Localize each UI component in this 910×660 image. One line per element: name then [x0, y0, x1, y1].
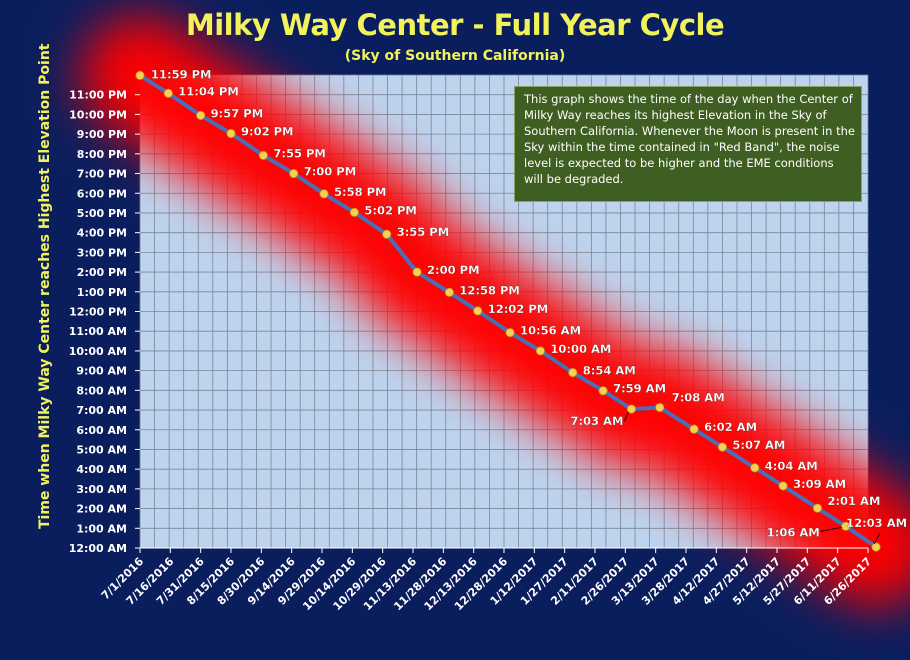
y-tick-label: 3:00 PM: [77, 246, 127, 259]
data-label: 2:01 AM: [827, 494, 880, 508]
data-label: 7:55 PM: [273, 146, 325, 160]
data-label: 3:09 AM: [793, 477, 846, 491]
data-point: [412, 267, 422, 277]
label-leader-line: [873, 532, 881, 545]
data-label: 4:04 AM: [765, 459, 818, 473]
data-label: 7:08 AM: [672, 390, 725, 404]
y-tick-label: 12:00 AM: [69, 542, 127, 555]
note-box: This graph shows the time of the day whe…: [514, 86, 862, 202]
y-tick-label: 10:00 PM: [69, 108, 127, 121]
data-point: [717, 442, 728, 452]
data-point: [689, 424, 699, 434]
data-point: [871, 542, 881, 552]
data-label: 5:58 PM: [334, 185, 386, 199]
y-tick-label: 6:00 PM: [77, 187, 127, 200]
chart-subtitle: (Sky of Southern California): [344, 48, 566, 64]
data-point: [473, 306, 483, 316]
data-point: [258, 150, 268, 161]
y-tick-label: 11:00 AM: [69, 325, 127, 338]
y-axis-label: Time when Milky Way Center reaches Highe…: [37, 43, 53, 529]
data-point: [289, 168, 299, 179]
data-point: [568, 367, 578, 378]
y-tick-label: 7:00 PM: [77, 168, 127, 181]
y-tick-label: 4:00 PM: [77, 227, 127, 240]
y-tick-label: 11:00 PM: [69, 89, 127, 102]
data-label: 6:02 AM: [704, 420, 757, 434]
data-point: [226, 128, 236, 139]
y-tick-label: 8:00 AM: [76, 384, 127, 397]
data-point: [841, 521, 851, 531]
data-point: [382, 229, 392, 239]
data-point: [535, 346, 546, 356]
data-label: 11:04 PM: [178, 84, 238, 98]
data-label: 10:56 AM: [520, 324, 581, 338]
data-label: 7:00 PM: [304, 165, 356, 179]
y-tick-label: 3:00 AM: [76, 483, 127, 496]
data-point: [655, 402, 665, 413]
data-point: [505, 327, 515, 338]
y-tick-label: 9:00 PM: [77, 128, 127, 141]
data-point: [163, 88, 173, 98]
y-tick-label: 10:00 AM: [69, 345, 127, 358]
data-label: 1:06 AM: [767, 525, 820, 539]
chart-title: Milky Way Center - Full Year Cycle: [185, 8, 725, 42]
data-label: 12:03 AM: [846, 516, 907, 530]
data-label: 5:07 AM: [732, 438, 785, 452]
data-label: 12:58 PM: [459, 283, 519, 297]
data-label: 7:59 AM: [613, 382, 666, 396]
label-leader-line: [820, 526, 842, 532]
y-tick-label: 9:00 AM: [76, 365, 127, 378]
y-tick-label: 5:00 PM: [77, 207, 127, 220]
data-label: 5:02 PM: [364, 203, 416, 217]
data-label: 8:54 AM: [583, 364, 636, 378]
data-point: [135, 70, 145, 80]
data-point: [196, 110, 206, 121]
y-tick-label: 8:00 PM: [77, 148, 127, 161]
data-label: 9:57 PM: [211, 106, 263, 120]
data-label: 10:00 AM: [550, 342, 611, 356]
data-point: [750, 463, 760, 473]
y-tick-label: 2:00 PM: [77, 266, 127, 279]
y-tick-label: 7:00 AM: [76, 404, 127, 417]
y-tick-label: 1:00 AM: [76, 522, 127, 535]
data-label: 9:02 PM: [241, 125, 293, 139]
y-tick-label: 1:00 PM: [77, 286, 127, 299]
y-tick-label: 4:00 AM: [76, 463, 127, 476]
data-label: 3:55 PM: [397, 225, 449, 239]
data-point: [626, 404, 637, 414]
data-label: 2:00 PM: [427, 263, 479, 277]
y-tick-label: 5:00 AM: [76, 443, 127, 456]
label-leader-line: [624, 411, 629, 422]
data-point: [349, 207, 359, 217]
data-point: [319, 189, 329, 199]
data-point: [444, 287, 454, 297]
data-label: 7:03 AM: [570, 414, 623, 428]
data-point: [812, 503, 823, 513]
y-tick-label: 12:00 PM: [69, 306, 127, 319]
data-point: [778, 481, 788, 491]
y-tick-label: 6:00 AM: [76, 424, 127, 437]
data-label: 11:59 PM: [151, 67, 211, 81]
data-label: 12:02 PM: [488, 302, 548, 316]
y-tick-label: 2:00 AM: [76, 503, 127, 516]
data-point: [598, 386, 608, 396]
